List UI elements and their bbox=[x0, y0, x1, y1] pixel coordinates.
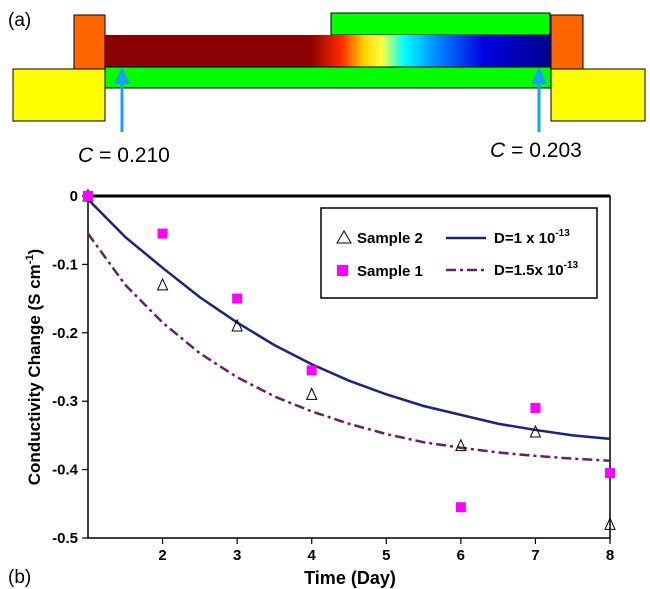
right-contact bbox=[550, 14, 584, 70]
sample2-point bbox=[305, 387, 318, 400]
right-arrow bbox=[531, 67, 547, 132]
right-electrode bbox=[550, 68, 646, 122]
top-film bbox=[330, 12, 551, 36]
sample1-point bbox=[306, 365, 317, 376]
sample1-point bbox=[83, 191, 93, 201]
y-tick-label: -0.5 bbox=[52, 530, 78, 547]
legend-sample2-marker bbox=[336, 230, 352, 244]
x-tick-label: 3 bbox=[233, 547, 241, 564]
y-axis-title: Conductivity Change (S cm-1) bbox=[24, 249, 44, 485]
y-tick-label: -0.3 bbox=[52, 393, 78, 410]
y-tick-label: 0 bbox=[70, 188, 78, 205]
legend: Sample 2 Sample 1 D=1 x 10-13 D=1.5x 10-… bbox=[320, 207, 598, 299]
curve-d1 bbox=[87, 198, 611, 441]
x-tick-label: 4 bbox=[308, 547, 317, 564]
x-tick-label: 5 bbox=[382, 547, 390, 564]
data-points bbox=[82, 188, 616, 530]
sample2-point bbox=[455, 438, 467, 452]
legend-sample2-label: Sample 2 bbox=[357, 230, 423, 247]
x-axis-title: Time (Day) bbox=[304, 568, 396, 588]
y-tick-label: -0.4 bbox=[52, 462, 79, 479]
left-concentration-label: C = 0.210 bbox=[78, 144, 170, 167]
sample1-point bbox=[455, 502, 466, 513]
x-tick-label: 7 bbox=[531, 547, 539, 564]
device-schematic: (a) C = 0.210 C = 0.203 bbox=[8, 10, 646, 167]
axis-ticks: 2 3 4 5 6 7 8 0 -0.1 -0.2 -0.3 -0.4 -0.5 bbox=[52, 188, 614, 564]
x-tick-label: 8 bbox=[606, 547, 614, 564]
sample2-point bbox=[156, 277, 169, 291]
sample1-point bbox=[232, 293, 243, 304]
concentration-gradient-layer bbox=[105, 35, 551, 67]
legend-sample1-label: Sample 1 bbox=[357, 263, 423, 280]
legend-d1-label: D=1 x 10-13 bbox=[494, 228, 570, 247]
sample2-point bbox=[529, 424, 542, 438]
left-arrow bbox=[114, 67, 130, 132]
sample1-point bbox=[605, 468, 615, 479]
y-tick-label: -0.2 bbox=[52, 325, 78, 342]
legend-box bbox=[320, 207, 598, 299]
bottom-film bbox=[104, 66, 552, 89]
sample2-point bbox=[604, 517, 616, 530]
left-contact bbox=[73, 14, 106, 70]
model-curves bbox=[86, 198, 611, 462]
sample1-point bbox=[530, 403, 541, 414]
sample1-point bbox=[157, 228, 168, 239]
left-electrode bbox=[12, 68, 106, 122]
y-tick-label: -0.1 bbox=[52, 256, 78, 273]
panel-b-label: (b) bbox=[8, 567, 31, 588]
x-tick-label: 2 bbox=[158, 547, 166, 564]
right-concentration-label: C = 0.203 bbox=[490, 139, 582, 162]
legend-sample1-marker bbox=[337, 265, 348, 276]
x-tick-label: 6 bbox=[457, 547, 465, 564]
legend-d15-label: D=1.5x 10-13 bbox=[494, 260, 579, 279]
curve-d15 bbox=[86, 232, 611, 462]
conductivity-chart: (b) 2 3 4 5 6 7 8 0 -0.1 -0.2 -0.3 -0.4 -0.5 Time (D… bbox=[8, 188, 616, 588]
panel-a-label: (a) bbox=[8, 10, 31, 31]
sample2-point bbox=[231, 318, 243, 332]
